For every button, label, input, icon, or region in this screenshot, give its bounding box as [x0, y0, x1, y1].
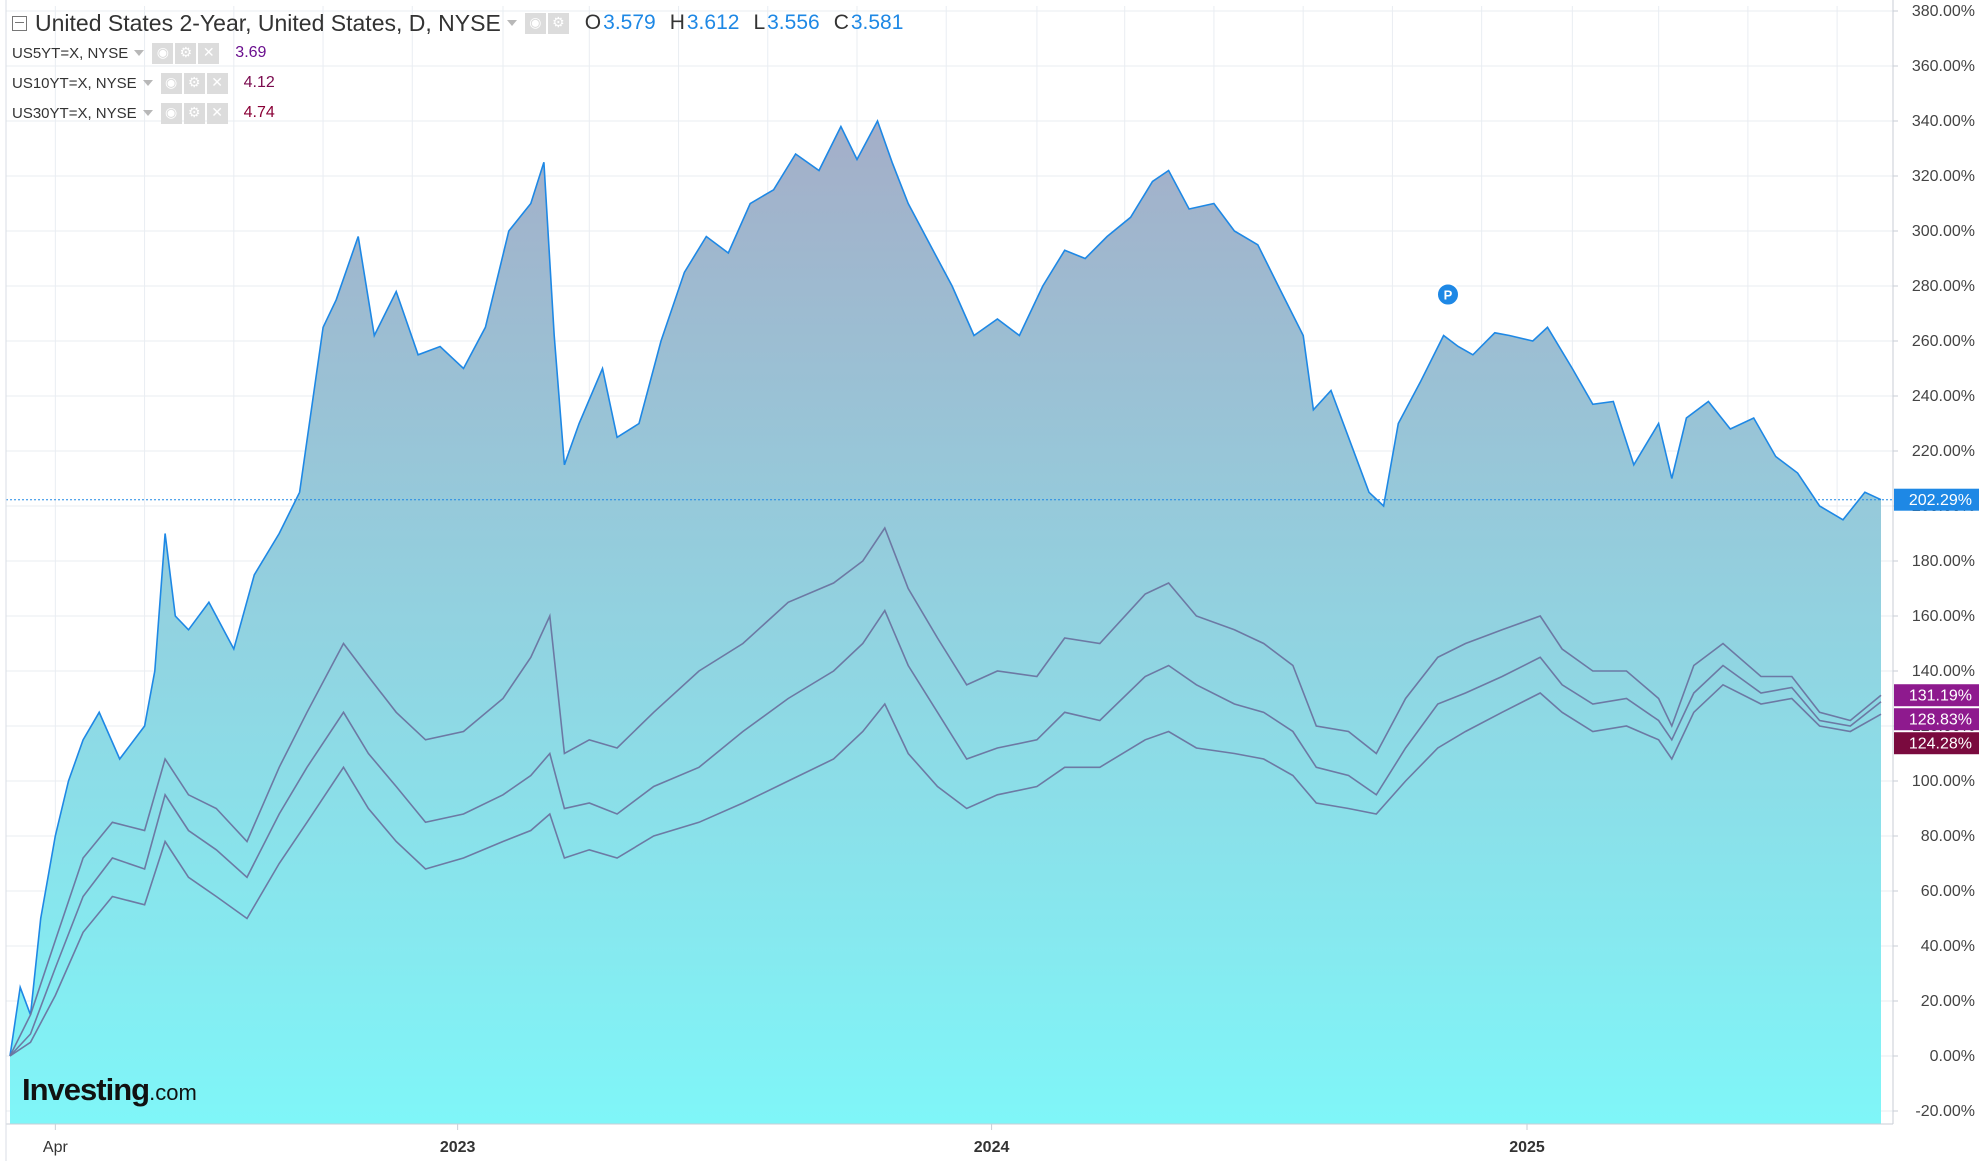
y-tick-label: 320.00% — [1912, 168, 1975, 185]
close-icon[interactable]: ✕ — [198, 42, 220, 64]
legend-series-name: US30YT=X, NYSE — [12, 104, 137, 122]
eye-icon[interactable]: ◉ — [152, 42, 174, 64]
ohlc-close-value: 3.581 — [850, 11, 904, 34]
y-tick-label: 260.00% — [1912, 333, 1975, 350]
chevron-down-icon[interactable] — [142, 80, 153, 86]
y-tick-label: 140.00% — [1912, 663, 1975, 680]
gear-icon[interactable]: ⚙ — [183, 102, 205, 124]
compare-series-line-2[interactable] — [9, 608, 1882, 1057]
y-tick-label: 220.00% — [1912, 443, 1975, 460]
chart-title: United States 2-Year, United States, D, … — [35, 9, 501, 36]
ohlc-open-value: 3.579 — [603, 11, 656, 34]
legend-series-value: 4.12 — [243, 74, 275, 91]
chevron-down-icon[interactable] — [142, 110, 153, 116]
price-tag — [1894, 488, 1979, 511]
main-series-line[interactable] — [9, 119, 1882, 1057]
price-tag — [1894, 708, 1979, 731]
x-tick-label: Apr — [43, 1139, 69, 1156]
y-tick-label: 380.00% — [1912, 3, 1975, 20]
gear-icon[interactable]: ⚙ — [547, 12, 569, 34]
price-tag — [1894, 732, 1979, 755]
pivot-p-icon[interactable] — [1435, 282, 1460, 307]
logo-main: Investing — [22, 1072, 150, 1107]
eye-icon[interactable]: ◉ — [160, 102, 182, 124]
eye-icon[interactable]: ◉ — [160, 72, 182, 94]
y-tick-label: 0.00% — [1930, 1048, 1975, 1065]
y-tick-label: 180.00% — [1912, 553, 1975, 570]
legend-series-name: US5YT=X, NYSE — [12, 44, 129, 62]
gear-icon[interactable]: ⚙ — [183, 72, 205, 94]
eye-icon[interactable]: ◉ — [524, 12, 546, 34]
legend-row-us30y: US30YT=X, NYSE ◉ ⚙ ✕ 4.74 — [12, 98, 903, 128]
compare-series-line-1[interactable] — [9, 526, 1882, 1057]
y-tick-label: 40.00% — [1921, 938, 1975, 955]
y-tick-label: 60.00% — [1921, 883, 1975, 900]
y-tick-label: 160.00% — [1912, 608, 1975, 625]
chevron-down-icon[interactable] — [506, 20, 517, 26]
ohlc-low-label: L — [753, 11, 766, 34]
y-tick-label: 20.00% — [1921, 993, 1975, 1010]
minus-square-icon[interactable] — [12, 15, 27, 31]
ohlc-high-label: H — [669, 11, 685, 34]
y-tick-label: 280.00% — [1912, 278, 1975, 295]
legend-row-us5y: US5YT=X, NYSE ◉ ⚙ ✕ 3.69 — [12, 38, 903, 68]
legend: United States 2-Year, United States, D, … — [12, 8, 903, 128]
legend-series-value: 3.69 — [235, 44, 267, 61]
price-tag-label: 128.83% — [1909, 712, 1972, 729]
x-tick-label: 2025 — [1509, 1139, 1545, 1156]
price-tag — [1894, 684, 1979, 707]
y-tick-label: -20.00% — [1915, 1103, 1975, 1120]
y-tick-label: 300.00% — [1912, 223, 1975, 240]
price-tag-label: 124.28% — [1909, 736, 1972, 753]
gear-icon[interactable]: ⚙ — [175, 42, 197, 64]
legend-row-us10y: US10YT=X, NYSE ◉ ⚙ ✕ 4.12 — [12, 68, 903, 98]
y-tick-label: 240.00% — [1912, 388, 1975, 405]
y-tick-label: 100.00% — [1912, 773, 1975, 790]
pivot-marker-label: P — [1444, 288, 1453, 303]
close-icon[interactable]: ✕ — [206, 102, 228, 124]
chevron-down-icon[interactable] — [134, 50, 145, 56]
y-tick-label: 340.00% — [1912, 113, 1975, 130]
close-icon[interactable]: ✕ — [206, 72, 228, 94]
y-tick-label: 360.00% — [1912, 58, 1975, 75]
legend-series-value: 4.74 — [243, 104, 275, 121]
investing-logo: Investing.com — [22, 1072, 197, 1108]
legend-series-name: US10YT=X, NYSE — [12, 74, 137, 92]
logo-suffix: .com — [149, 1080, 197, 1105]
price-tag-label: 131.19% — [1909, 688, 1972, 705]
price-tag-label: 202.29% — [1909, 492, 1972, 509]
compare-series-line-3[interactable] — [9, 683, 1882, 1057]
ohlc-high-value: 3.612 — [686, 11, 740, 34]
legend-main-series: United States 2-Year, United States, D, … — [12, 8, 903, 38]
ohlc-low-value: 3.556 — [767, 11, 820, 34]
x-tick-label: 2023 — [440, 1139, 476, 1156]
main-series-area — [10, 121, 1881, 1124]
ohlc-open-label: O — [584, 11, 602, 34]
ohlc-close-label: C — [833, 11, 849, 34]
x-tick-label: 2024 — [974, 1139, 1010, 1156]
y-tick-label: 80.00% — [1921, 828, 1975, 845]
